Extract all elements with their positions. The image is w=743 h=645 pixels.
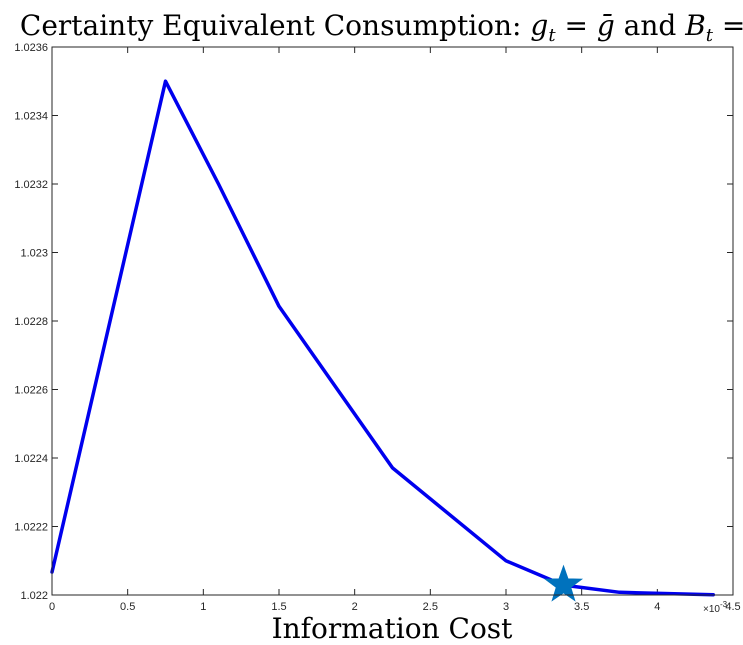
x-exponent-label: ×10-3 bbox=[703, 600, 728, 615]
series-line bbox=[50, 79, 716, 597]
x-axis-ticks: 0 0.5 1 1.5 2 2.5 3 3.5 4 4.5 bbox=[49, 47, 741, 613]
x-tick-label: 3 bbox=[503, 601, 509, 613]
chart-title-math-gbar: ḡ bbox=[597, 9, 615, 42]
x-tick-label: 2 bbox=[352, 601, 358, 613]
x-tick-label: 4.5 bbox=[725, 601, 740, 613]
x-exponent-base: ×10 bbox=[703, 604, 720, 615]
y-tick-label: 1.0234 bbox=[14, 111, 48, 123]
chart-title-math-b: B bbox=[684, 9, 706, 42]
plot-area bbox=[52, 47, 733, 595]
x-tick-label: 1.5 bbox=[271, 601, 286, 613]
y-tick-label: 1.023 bbox=[20, 248, 48, 260]
x-tick-label: 3.5 bbox=[574, 601, 589, 613]
chart-title-math-b-sub: t bbox=[706, 25, 714, 46]
y-tick-label: 1.0236 bbox=[14, 42, 48, 54]
chart-title-math-g: g bbox=[530, 9, 548, 42]
plot-frame bbox=[51, 46, 734, 596]
x-axis-label: Information Cost bbox=[272, 612, 514, 645]
x-tick-label: 4 bbox=[654, 601, 660, 613]
y-tick-label: 1.0228 bbox=[14, 316, 48, 328]
y-tick-label: 1.0222 bbox=[14, 522, 48, 534]
chart-title-prefix: Certainty Equivalent Consumption: bbox=[20, 9, 530, 42]
y-tick-label: 1.022 bbox=[20, 590, 48, 602]
y-axis-ticks: 1.022 1.0222 1.0224 1.0226 1.0228 1.023 1.0232… bbox=[14, 42, 733, 602]
star-marker bbox=[543, 564, 584, 602]
chart-title-eq2: = bbox=[713, 9, 743, 42]
chart-title-eq1: = bbox=[556, 9, 597, 42]
y-tick-label: 1.0226 bbox=[14, 385, 48, 397]
x-tick-label: 1 bbox=[200, 601, 206, 613]
chart-title: Certainty Equivalent Consumption: gt = ḡ… bbox=[20, 9, 743, 46]
y-tick-label: 1.0232 bbox=[14, 179, 48, 191]
chart-title-and: and bbox=[615, 9, 685, 42]
chart-title-math-g-sub: t bbox=[548, 25, 556, 46]
x-exponent-power: -3 bbox=[720, 600, 728, 609]
x-tick-label: 0.5 bbox=[120, 601, 135, 613]
x-tick-label: 2.5 bbox=[423, 601, 438, 613]
y-tick-label: 1.0224 bbox=[14, 453, 48, 465]
x-tick-label: 0 bbox=[49, 601, 55, 613]
